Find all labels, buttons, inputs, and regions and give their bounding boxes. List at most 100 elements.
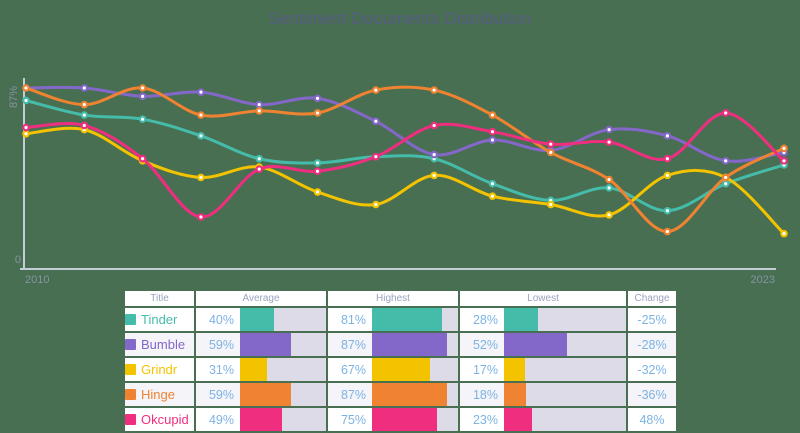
data-point-okcupid	[605, 138, 613, 146]
data-point-okcupid	[255, 165, 264, 173]
series-color-swatch	[125, 414, 136, 425]
average-bar	[240, 358, 326, 381]
average-value: 40%	[208, 312, 234, 327]
data-point-hinge	[255, 107, 264, 115]
lowest-value: 17%	[472, 362, 498, 377]
change-value: -28%	[628, 333, 676, 356]
lowest-bar	[504, 308, 626, 331]
data-point-okcupid	[721, 109, 730, 117]
average-bar	[240, 383, 326, 406]
data-point-tinder	[313, 159, 322, 167]
x-axis-last-label: 2023	[751, 274, 775, 286]
data-point-hinge	[780, 144, 788, 153]
data-point-bumble	[313, 94, 322, 103]
data-point-tinder	[197, 132, 205, 140]
lowest-bar	[504, 333, 626, 356]
table-row-tinder: Tinder 40% 81% 28% -25%	[125, 308, 676, 331]
series-line-grindr	[24, 126, 786, 236]
highest-bar	[372, 408, 458, 431]
data-point-bumble	[80, 84, 89, 92]
average-value: 31%	[208, 362, 234, 377]
series-color-swatch	[125, 389, 136, 400]
header-average: Average	[196, 291, 326, 306]
data-point-hinge	[313, 109, 322, 117]
series-name: Hinge	[141, 387, 175, 402]
data-point-hinge	[372, 86, 380, 94]
data-point-bumble	[255, 100, 264, 109]
data-point-grindr	[546, 200, 555, 209]
data-point-hinge	[22, 84, 30, 92]
highest-value: 81%	[340, 312, 366, 327]
data-point-tinder	[138, 115, 147, 124]
data-point-tinder	[488, 179, 497, 188]
data-point-okcupid	[138, 154, 147, 163]
lowest-bar	[504, 408, 626, 431]
data-point-okcupid	[313, 167, 322, 176]
data-point-okcupid	[488, 127, 497, 136]
highest-bar	[372, 383, 458, 406]
data-point-grindr	[22, 129, 30, 138]
header-change: Change	[628, 291, 676, 306]
data-point-hinge	[80, 100, 89, 109]
highest-value: 67%	[340, 362, 366, 377]
series-group	[22, 84, 788, 238]
table-header-row: Title Average Highest Lowest Change	[125, 291, 676, 306]
average-bar	[240, 333, 326, 356]
data-point-grindr	[663, 171, 672, 180]
series-name: Bumble	[141, 337, 186, 352]
line-chart: 87% 0 2010 2023	[8, 78, 788, 286]
highest-bar	[372, 358, 458, 381]
data-point-grindr	[430, 171, 438, 180]
x-axis-first-label: 2010	[25, 274, 49, 286]
table-row-hinge: Hinge 59% 87% 18% -36%	[125, 383, 676, 406]
lowest-value: 52%	[472, 337, 498, 352]
y-axis-zero-label: 0	[15, 254, 21, 266]
data-point-okcupid	[80, 121, 89, 130]
series-name: Tinder	[141, 312, 178, 327]
header-title: Title	[125, 291, 194, 306]
y-axis-max-label: 87%	[8, 86, 20, 108]
data-point-grindr	[313, 188, 322, 196]
data-point-tinder	[22, 96, 30, 105]
header-highest: Highest	[328, 291, 458, 306]
highest-value: 87%	[340, 337, 366, 352]
table-row-grindr: Grindr 31% 67% 17% -32%	[125, 358, 676, 381]
series-color-swatch	[125, 339, 136, 350]
series-color-swatch	[125, 364, 136, 375]
data-point-bumble	[488, 136, 497, 144]
data-point-hinge	[721, 173, 730, 182]
data-point-okcupid	[546, 140, 555, 148]
series-color-swatch	[125, 314, 136, 325]
lowest-bar	[504, 383, 626, 406]
data-point-okcupid	[430, 121, 438, 130]
data-point-tinder	[721, 179, 730, 188]
data-point-hinge	[138, 84, 147, 92]
data-point-bumble	[605, 125, 613, 134]
data-point-bumble	[430, 150, 438, 159]
data-point-grindr	[197, 173, 205, 182]
data-point-okcupid	[197, 213, 205, 221]
data-point-hinge	[546, 148, 555, 157]
change-value: 48%	[628, 408, 676, 431]
highest-bar	[372, 333, 458, 356]
series-name: Okcupid	[141, 412, 189, 427]
data-point-hinge	[488, 111, 497, 119]
data-point-grindr	[372, 200, 380, 209]
change-value: -32%	[628, 358, 676, 381]
data-point-okcupid	[780, 157, 788, 165]
data-point-bumble	[663, 132, 672, 140]
data-point-grindr	[780, 229, 788, 238]
average-bar	[240, 308, 326, 331]
data-point-tinder	[255, 154, 264, 163]
data-point-tinder	[663, 206, 672, 215]
data-point-okcupid	[372, 152, 380, 161]
average-value: 49%	[208, 412, 234, 427]
change-value: -25%	[628, 308, 676, 331]
table-row-bumble: Bumble 59% 87% 52% -28%	[125, 333, 676, 356]
table-row-okcupid: Okcupid 49% 75% 23% 48%	[125, 408, 676, 431]
data-point-bumble	[197, 88, 205, 96]
data-point-bumble	[138, 92, 147, 101]
data-point-hinge	[430, 86, 438, 94]
lowest-bar	[504, 358, 626, 381]
data-point-bumble	[721, 157, 730, 165]
